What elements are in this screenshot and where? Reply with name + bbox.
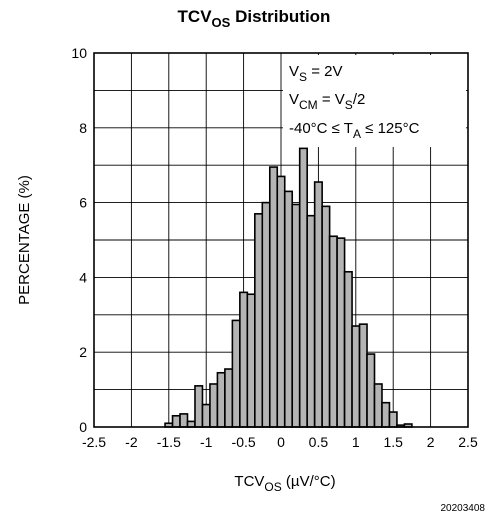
x-tick-label: 0	[277, 434, 285, 450]
histogram-bar	[336, 237, 346, 428]
y-tick-labels: 0 2 4 6 8 10	[71, 45, 87, 435]
histogram-bar	[351, 325, 361, 428]
chart-title: TCVOS Distribution	[178, 7, 331, 30]
annotation-text: ≤ 125°C	[361, 120, 420, 137]
histogram-bar	[276, 175, 286, 428]
annotation-text: -40°C ≤ T	[289, 120, 353, 137]
histogram-bar	[313, 181, 323, 428]
annotation-text: = V	[318, 91, 345, 108]
y-tick-label: 4	[79, 269, 87, 285]
chart-title-rest: Distribution	[230, 7, 330, 26]
annotation-text: S	[299, 70, 307, 84]
x-axis-label-main: TCV	[234, 473, 264, 490]
figure-id: 20203408	[440, 503, 486, 514]
histogram-bar	[283, 190, 294, 428]
histogram-bar	[224, 368, 234, 428]
histogram-bar	[328, 235, 338, 428]
histogram-bar	[209, 383, 219, 428]
x-tick-label: -0.5	[232, 434, 256, 450]
annotation-text: V	[289, 63, 299, 80]
annotation-line: VCM = VS/2	[289, 91, 365, 112]
histogram-bar	[186, 420, 196, 428]
x-tick-label: -1	[200, 434, 213, 450]
annotation-text: /2	[353, 91, 366, 108]
x-tick-label: 2	[427, 434, 435, 450]
x-tick-label: -2	[125, 434, 138, 450]
histogram-bar	[239, 291, 249, 428]
y-axis-label: PERCENTAGE (%)	[16, 175, 33, 305]
annotation-background	[283, 55, 466, 147]
histogram-bar	[261, 201, 271, 428]
histogram-bar	[321, 205, 331, 428]
plot-frame	[93, 52, 469, 428]
x-tick-labels: -2.5 -2 -1.5 -1 -0.5 0 0.5 1 1.5 2 2.5	[82, 434, 478, 450]
y-tick-label: 2	[79, 344, 87, 360]
y-tick-label: 0	[79, 419, 87, 435]
y-tick-label: 10	[71, 45, 87, 61]
histogram-bar	[231, 319, 241, 428]
x-axis-label: TCVOS (µV/°C)	[234, 473, 335, 494]
histogram-bar	[179, 413, 189, 428]
histogram-bar	[373, 383, 383, 428]
histogram-bar	[343, 270, 353, 428]
histogram-bar	[268, 166, 279, 428]
histogram-bar	[171, 414, 181, 428]
annotation-line: -40°C ≤ TA ≤ 125°C	[289, 120, 420, 141]
chart-title-main: TCV	[178, 7, 213, 26]
histogram-bar	[254, 213, 264, 428]
annotation-text: = 2V	[307, 63, 342, 80]
histogram-bar	[358, 323, 368, 428]
x-tick-label: 1	[352, 434, 360, 450]
x-axis-label-rest: (µV/°C)	[282, 473, 336, 490]
histogram-bar	[388, 411, 398, 428]
histogram-bar	[306, 214, 316, 428]
histogram-bar	[298, 147, 308, 428]
x-tick-label: 1.5	[383, 434, 403, 450]
x-axis-label-sub: OS	[264, 480, 281, 494]
histogram-bar	[291, 203, 301, 428]
x-tick-label: 0.5	[309, 434, 329, 450]
histogram-bar	[366, 353, 376, 428]
histogram-bar	[246, 293, 256, 428]
histogram-bar	[201, 403, 211, 428]
x-tick-label: -1.5	[157, 434, 181, 450]
annotation-text: V	[289, 91, 299, 108]
annotation-text: CM	[299, 98, 318, 112]
histogram-bar	[216, 371, 226, 428]
x-tick-label: -2.5	[82, 434, 106, 450]
chart-title-sub: OS	[212, 15, 231, 30]
histogram-bar	[194, 385, 204, 428]
histogram-bar	[381, 401, 391, 428]
y-tick-label: 8	[79, 120, 87, 136]
y-tick-label: 6	[79, 195, 87, 211]
annotation-text: S	[345, 98, 353, 112]
annotation-text: A	[353, 127, 361, 141]
annotation-line: VS = 2V	[289, 63, 342, 84]
x-tick-label: 2.5	[458, 434, 478, 450]
histogram-bars	[164, 147, 413, 428]
